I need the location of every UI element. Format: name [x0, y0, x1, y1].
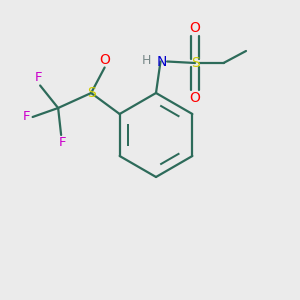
Text: F: F — [35, 71, 42, 85]
Text: F: F — [58, 136, 66, 149]
Text: O: O — [99, 53, 110, 67]
Text: N: N — [157, 55, 167, 68]
Text: S: S — [87, 86, 95, 100]
Text: O: O — [190, 91, 200, 105]
Text: F: F — [22, 110, 30, 124]
Text: H: H — [141, 53, 151, 67]
Text: O: O — [190, 21, 200, 35]
Text: S: S — [190, 56, 200, 70]
